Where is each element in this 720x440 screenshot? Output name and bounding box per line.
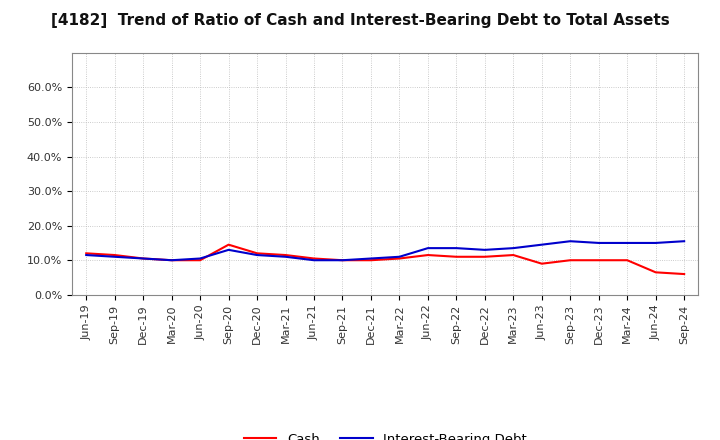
Cash [423,253,432,258]
Interest-Bearing Debt [310,257,318,263]
Interest-Bearing Debt [537,242,546,247]
Cash [680,271,688,277]
Cash [338,257,347,263]
Cash [509,253,518,258]
Interest-Bearing Debt [680,238,688,244]
Cash [225,242,233,247]
Interest-Bearing Debt [623,240,631,246]
Legend: Cash, Interest-Bearing Debt: Cash, Interest-Bearing Debt [238,427,532,440]
Line: Interest-Bearing Debt: Interest-Bearing Debt [86,241,684,260]
Interest-Bearing Debt [480,247,489,253]
Cash [110,253,119,258]
Cash [480,254,489,260]
Interest-Bearing Debt [595,240,603,246]
Cash [167,257,176,263]
Interest-Bearing Debt [282,254,290,260]
Cash [566,257,575,263]
Interest-Bearing Debt [452,246,461,251]
Cash [366,257,375,263]
Cash [139,256,148,261]
Cash [395,256,404,261]
Cash [196,257,204,263]
Cash [310,256,318,261]
Interest-Bearing Debt [423,246,432,251]
Cash [537,261,546,266]
Interest-Bearing Debt [253,253,261,258]
Interest-Bearing Debt [196,256,204,261]
Cash [652,270,660,275]
Interest-Bearing Debt [139,256,148,261]
Interest-Bearing Debt [110,254,119,260]
Interest-Bearing Debt [338,257,347,263]
Cash [623,257,631,263]
Interest-Bearing Debt [366,256,375,261]
Interest-Bearing Debt [82,253,91,258]
Interest-Bearing Debt [225,247,233,253]
Text: [4182]  Trend of Ratio of Cash and Interest-Bearing Debt to Total Assets: [4182] Trend of Ratio of Cash and Intere… [50,13,670,28]
Interest-Bearing Debt [566,238,575,244]
Cash [595,257,603,263]
Interest-Bearing Debt [167,257,176,263]
Cash [82,251,91,256]
Interest-Bearing Debt [652,240,660,246]
Line: Cash: Cash [86,245,684,274]
Interest-Bearing Debt [509,246,518,251]
Cash [253,251,261,256]
Cash [452,254,461,260]
Interest-Bearing Debt [395,254,404,260]
Cash [282,253,290,258]
